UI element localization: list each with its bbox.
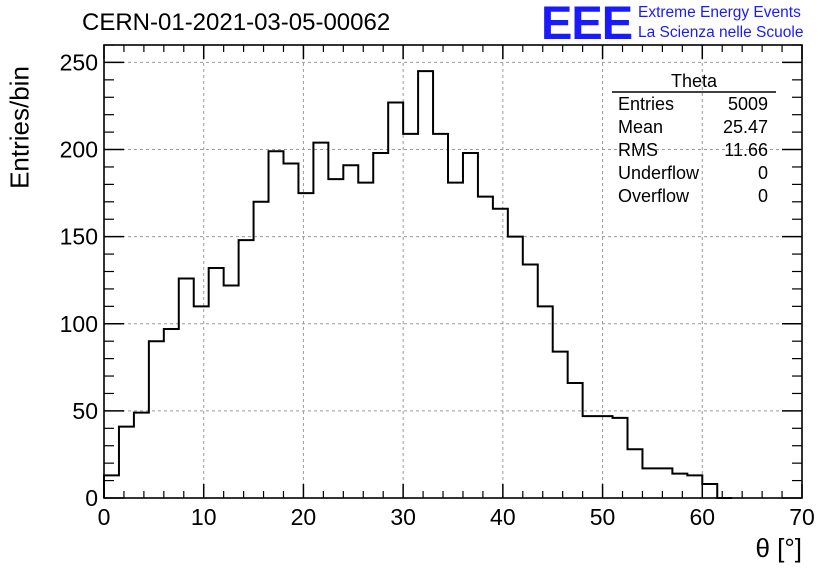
- histogram-step-line: [103, 70, 733, 499]
- x-tick-label: 70: [789, 504, 815, 530]
- eee-logo: EEE: [541, 0, 633, 49]
- x-tick-label: 20: [291, 504, 317, 530]
- y-tick-label: 250: [60, 49, 98, 75]
- stats-label: RMS: [618, 140, 658, 160]
- stats-label: Underflow: [618, 163, 700, 183]
- stats-label: Mean: [618, 117, 663, 137]
- tick-labels: 0 10 20 30 40 50 60 70 0 50 100 150 200 250: [60, 49, 815, 530]
- x-tick-label: 30: [390, 504, 416, 530]
- stats-box: Theta Entries 5009 Mean 25.47 RMS 11.66 Underfl…: [612, 71, 776, 206]
- stats-value: 25.47: [723, 117, 768, 137]
- x-tick-label: 10: [191, 504, 217, 530]
- x-axis-label: θ [°]: [755, 533, 802, 563]
- stats-value: 0: [758, 186, 768, 206]
- x-tick-label: 40: [490, 504, 516, 530]
- y-axis-label: Entries/bin: [4, 66, 35, 189]
- y-tick-label: 50: [72, 398, 98, 424]
- stats-value: 0: [758, 163, 768, 183]
- stats-title: Theta: [671, 71, 718, 91]
- grid-lines: [104, 45, 802, 498]
- stats-value: 5009: [728, 94, 768, 114]
- chart-title: CERN-01-2021-03-05-00062: [82, 9, 391, 36]
- y-tick-label: 200: [60, 137, 98, 163]
- stats-label: Entries: [618, 94, 674, 114]
- y-tick-label: 0: [85, 485, 98, 511]
- stats-label: Overflow: [618, 186, 690, 206]
- stats-value: 11.66: [724, 140, 768, 160]
- logo-caption-line1: Extreme Energy Events: [638, 4, 801, 21]
- x-tick-label: 50: [590, 504, 616, 530]
- x-tick-label: 60: [689, 504, 715, 530]
- logo-caption-line2: La Scienza nelle Scuole: [638, 24, 804, 41]
- y-tick-label: 150: [60, 224, 98, 250]
- y-tick-label: 100: [60, 311, 98, 337]
- x-tick-label: 0: [98, 504, 111, 530]
